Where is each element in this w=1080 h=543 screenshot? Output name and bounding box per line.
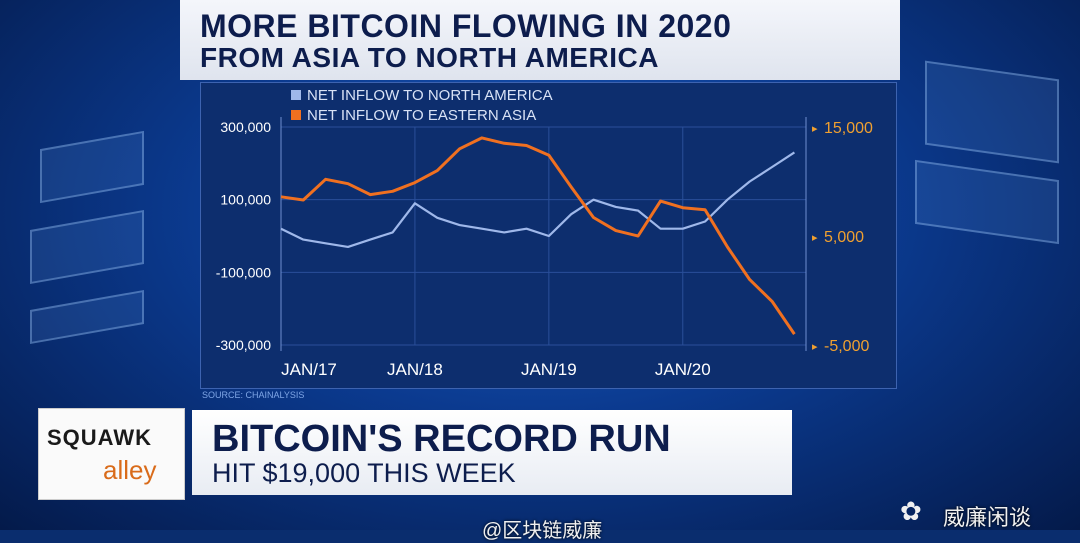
- series-line-eastern-asia: [280, 136, 796, 335]
- background-panel-right-2: [915, 159, 1059, 245]
- net-inflow-chart: 300,000 100,000 -100,000 -300,000 15,000 ▸ 5,0…: [216, 87, 873, 379]
- right-axis-tick-arrow: ▸: [812, 341, 818, 353]
- left-axis-tick-label: 300,000: [220, 119, 271, 135]
- right-axis-tick-label: -5,000: [824, 338, 869, 355]
- x-axis-tick-label: JAN/18: [387, 360, 443, 379]
- x-axis-tick-label: JAN/17: [281, 360, 337, 379]
- wechat-icon: ✿: [900, 496, 922, 526]
- background-panel-left-3: [30, 289, 144, 345]
- lower-third-subtitle: HIT $19,000 THIS WEEK: [212, 458, 516, 488]
- headline: MORE BITCOIN FLOWING IN 2020: [200, 8, 732, 44]
- show-name-alley: alley: [103, 455, 157, 485]
- lower-third-title: BITCOIN'S RECORD RUN: [212, 418, 671, 460]
- chart-source: SOURCE: CHAINALYSIS: [202, 390, 305, 400]
- legend-swatch: [291, 90, 301, 100]
- right-axis-tick-label: 5,000: [824, 229, 864, 246]
- legend-label: NET INFLOW TO NORTH AMERICA: [307, 87, 553, 104]
- chart-panel: 300,000 100,000 -100,000 -300,000 15,000 ▸ 5,0…: [200, 82, 897, 389]
- right-axis-tick-arrow: ▸: [812, 123, 818, 135]
- right-axis-tick-arrow: ▸: [812, 232, 818, 244]
- x-axis-tick-label: JAN/19: [521, 360, 577, 379]
- subheadline: FROM ASIA TO NORTH AMERICA: [200, 42, 659, 73]
- legend-label: NET INFLOW TO EASTERN ASIA: [307, 107, 536, 124]
- show-logo: SQUAWK alley: [38, 408, 185, 500]
- legend-swatch: [291, 110, 301, 120]
- watermark-weibo: @区块链威廉: [482, 520, 603, 542]
- left-axis-tick-label: -300,000: [216, 337, 271, 353]
- watermark-wechat: 威廉闲谈: [943, 505, 1032, 530]
- background-panel-right-1: [925, 60, 1059, 164]
- background-panel-left-2: [30, 209, 144, 285]
- x-axis-tick-label: JAN/20: [655, 360, 711, 379]
- headline-box: [180, 0, 900, 80]
- lower-third-box: [192, 410, 792, 495]
- left-axis-tick-label: 100,000: [220, 192, 271, 208]
- left-axis-tick-label: -100,000: [216, 264, 271, 280]
- show-name-squawk: SQUAWK: [47, 425, 152, 450]
- background-panel-left-1: [40, 130, 144, 204]
- right-axis-tick-label: 15,000: [824, 120, 873, 137]
